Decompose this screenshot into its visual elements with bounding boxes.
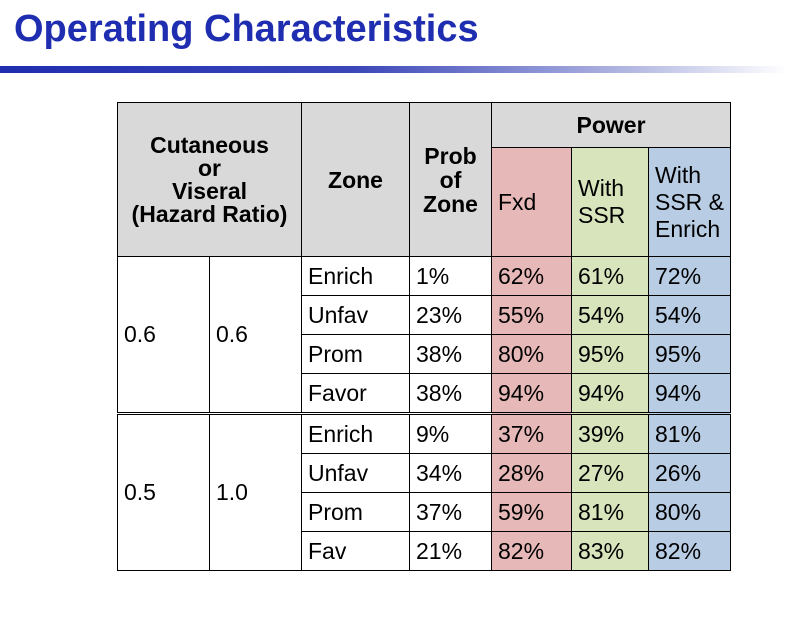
table-row: Prom 38% 80% 95% 95% — [118, 334, 732, 374]
enrich-header-line: With — [655, 161, 701, 188]
zone-cell: Enrich — [301, 256, 410, 296]
enrich-cell: 54% — [647, 295, 732, 335]
zone-cell: Enrich — [301, 413, 410, 454]
prob-header-line: Zone — [423, 190, 478, 217]
zone-cell: Prom — [301, 492, 410, 532]
ssr-cell: 81% — [571, 492, 649, 532]
zone-cell: Prom — [301, 334, 410, 374]
hazard-header-line: (Hazard Ratio) — [131, 200, 288, 227]
prob-cell: 21% — [409, 531, 492, 571]
table-row: Fav 21% 82% 83% 82% — [118, 531, 732, 571]
ssr-cell: 54% — [571, 295, 649, 335]
prob-cell: 37% — [409, 492, 492, 532]
ssr-cell: 94% — [571, 373, 649, 415]
enrich-cell: 82% — [647, 531, 732, 571]
enrich-cell: 94% — [647, 373, 732, 415]
ssr-cell: 27% — [571, 453, 649, 493]
zone-header: Zone — [301, 102, 410, 257]
fxd-cell: 59% — [491, 492, 572, 532]
table-row: 0.6 0.6 Enrich 1% 62% 61% 72% — [117, 256, 732, 415]
enrich-header-line: SSR & — [655, 188, 725, 215]
prob-of-zone-header: Prob of Zone — [409, 102, 492, 257]
enrich-cell: 81% — [647, 413, 732, 454]
fxd-cell: 28% — [491, 453, 572, 493]
header-row-top: Cutaneous or Viseral (Hazard Ratio) Zone… — [117, 102, 732, 257]
zone-cell: Unfav — [301, 295, 410, 335]
prob-cell: 9% — [409, 413, 492, 454]
ssr-header-line: With — [578, 175, 624, 201]
slide-title: Operating Characteristics — [14, 8, 479, 50]
fxd-header: Fxd — [491, 147, 572, 257]
enrich-cell: 80% — [647, 492, 732, 532]
cutaneous-hr-cell: 0.5 — [117, 413, 210, 571]
hazard-ratio-header: Cutaneous or Viseral (Hazard Ratio) — [117, 102, 302, 257]
fxd-cell: 55% — [491, 295, 572, 335]
fxd-cell: 37% — [491, 413, 572, 454]
table-row: Favor 38% 94% 94% 94% — [118, 373, 732, 415]
ssr-header-line: SSR — [578, 202, 626, 228]
prob-cell: 38% — [409, 373, 492, 415]
hazard-header-line: Cutaneous — [150, 131, 269, 158]
prob-cell: 38% — [409, 334, 492, 374]
ssr-cell: 95% — [571, 334, 649, 374]
table-row: Prom 37% 59% 81% 80% — [118, 492, 732, 532]
fxd-cell: 80% — [491, 334, 572, 374]
hazard-header-line: or — [198, 154, 221, 181]
with-ssr-enrich-header: With SSR & Enrich — [647, 147, 732, 257]
with-ssr-header: With SSR — [571, 147, 649, 257]
operating-characteristics-table: Cutaneous or Viseral (Hazard Ratio) Zone… — [117, 102, 732, 571]
prob-header-line: of — [439, 166, 462, 193]
enrich-cell: 26% — [647, 453, 732, 493]
cutaneous-hr-cell: 0.6 — [117, 256, 210, 415]
prob-cell: 34% — [409, 453, 492, 493]
viseral-hr-cell: 0.6 — [209, 256, 302, 415]
zone-cell: Unfav — [301, 453, 410, 493]
enrich-cell: 72% — [647, 256, 732, 296]
ssr-cell: 61% — [571, 256, 649, 296]
prob-cell: 23% — [409, 295, 492, 335]
prob-cell: 1% — [409, 256, 492, 296]
table-row: 0.5 1.0 Enrich 9% 37% 39% 81% — [117, 413, 732, 571]
fxd-cell: 62% — [491, 256, 572, 296]
zone-cell: Favor — [301, 373, 410, 415]
fxd-cell: 82% — [491, 531, 572, 571]
enrich-header-line: Enrich — [655, 215, 721, 242]
fxd-cell: 94% — [491, 373, 572, 415]
prob-header-line: Prob — [424, 142, 477, 169]
zone-cell: Fav — [301, 531, 410, 571]
ssr-cell: 83% — [571, 531, 649, 571]
hazard-header-line: Viseral — [171, 177, 248, 204]
ssr-cell: 39% — [571, 413, 649, 454]
enrich-cell: 95% — [647, 334, 732, 374]
power-header: Power — [490, 102, 732, 148]
title-underline — [0, 66, 787, 73]
table-row: Unfav 23% 55% 54% 54% — [118, 295, 732, 335]
viseral-hr-cell: 1.0 — [209, 413, 302, 571]
